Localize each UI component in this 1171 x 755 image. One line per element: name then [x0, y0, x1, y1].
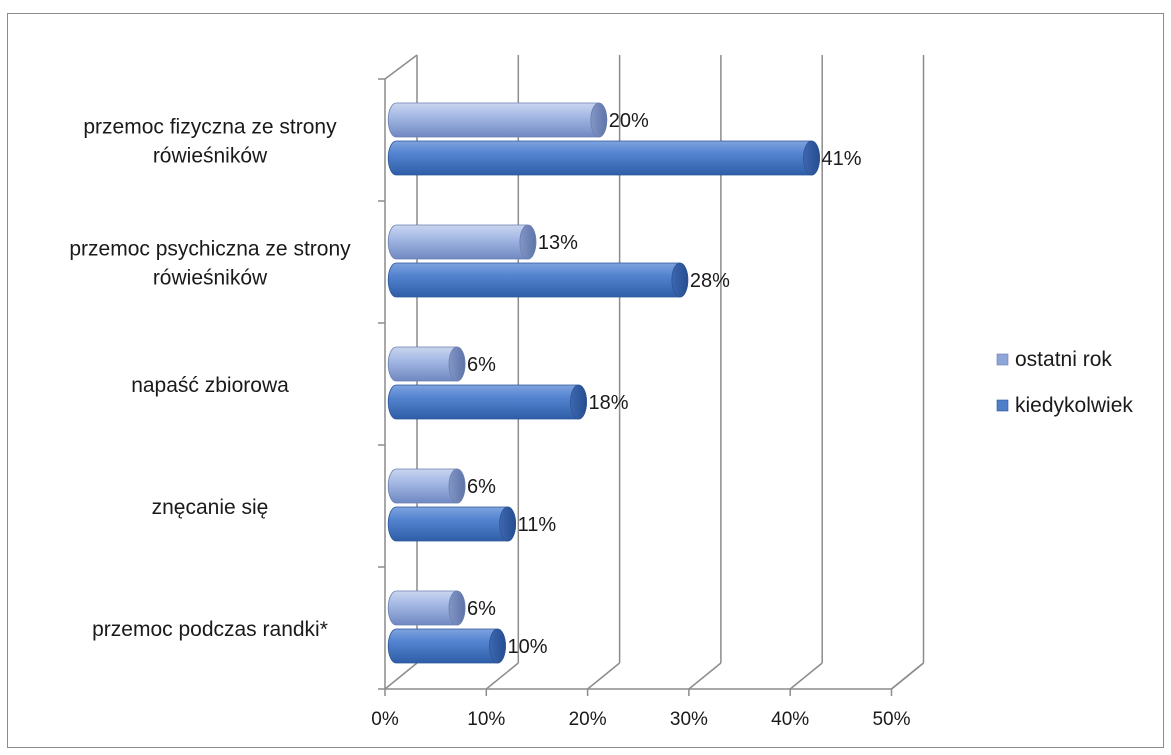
data-label: 6% [467, 476, 496, 498]
floor-gridline [688, 662, 722, 690]
bar [387, 262, 689, 298]
bar-cap [448, 468, 466, 504]
legend-label: ostatni rok [1015, 348, 1112, 371]
floor-right-edge [891, 662, 924, 690]
category-label: przemoc fizyczna ze strony [83, 116, 337, 139]
bar-cap [590, 102, 608, 138]
bar-cap [448, 346, 466, 382]
x-tick-label: 10% [467, 709, 505, 730]
data-label: 13% [538, 232, 578, 254]
x-tick-label: 0% [371, 709, 399, 730]
legend-swatch [996, 353, 1009, 366]
category-label: przemoc psychiczna ze strony [69, 238, 351, 261]
data-label: 10% [508, 636, 548, 658]
bar-cap [803, 140, 820, 176]
bar-cap [519, 224, 537, 260]
bar-cap [570, 384, 587, 420]
bar-cap [448, 590, 466, 626]
legend-swatch [996, 399, 1009, 412]
floor-gridline [587, 662, 621, 690]
x-tick-label: 30% [670, 709, 708, 730]
bar [387, 140, 820, 176]
bar-cap [499, 506, 517, 542]
x-tick-label: 20% [569, 709, 607, 730]
floor-gridline [384, 662, 418, 690]
bar [387, 384, 587, 420]
category-label: przemoc podczas randki* [92, 618, 328, 641]
x-tick-label: 40% [771, 709, 809, 730]
legend: ostatni rok kiedykolwiek [996, 348, 1133, 417]
category-label: rówieśników [153, 267, 268, 290]
bar [387, 224, 537, 260]
data-label: 18% [589, 392, 629, 414]
category-label: znęcanie się [152, 496, 269, 519]
category-label: napaść zbiorowa [131, 374, 289, 397]
category-label: rówieśników [153, 145, 268, 168]
data-label: 20% [609, 110, 649, 132]
bar-cap [489, 628, 506, 664]
labels: 0% 10% 20% 30% 40% 50% 20% 41% przemoc fizyczna … [69, 110, 910, 730]
bar-cap [671, 262, 689, 298]
data-label: 41% [822, 148, 862, 170]
bar [387, 628, 506, 664]
data-label: 6% [467, 598, 496, 620]
x-tick-label: 50% [872, 709, 910, 730]
floor-gridline [485, 662, 519, 690]
data-label: 11% [518, 514, 557, 536]
legend-label: kiedykolwiek [1015, 394, 1133, 417]
floor-gridline [789, 662, 823, 690]
bar [387, 506, 517, 542]
wall-top-edge [384, 54, 418, 80]
bars [387, 102, 820, 664]
data-label: 6% [467, 354, 496, 376]
axes [378, 54, 924, 696]
data-label: 28% [690, 270, 730, 292]
bar [387, 102, 608, 138]
